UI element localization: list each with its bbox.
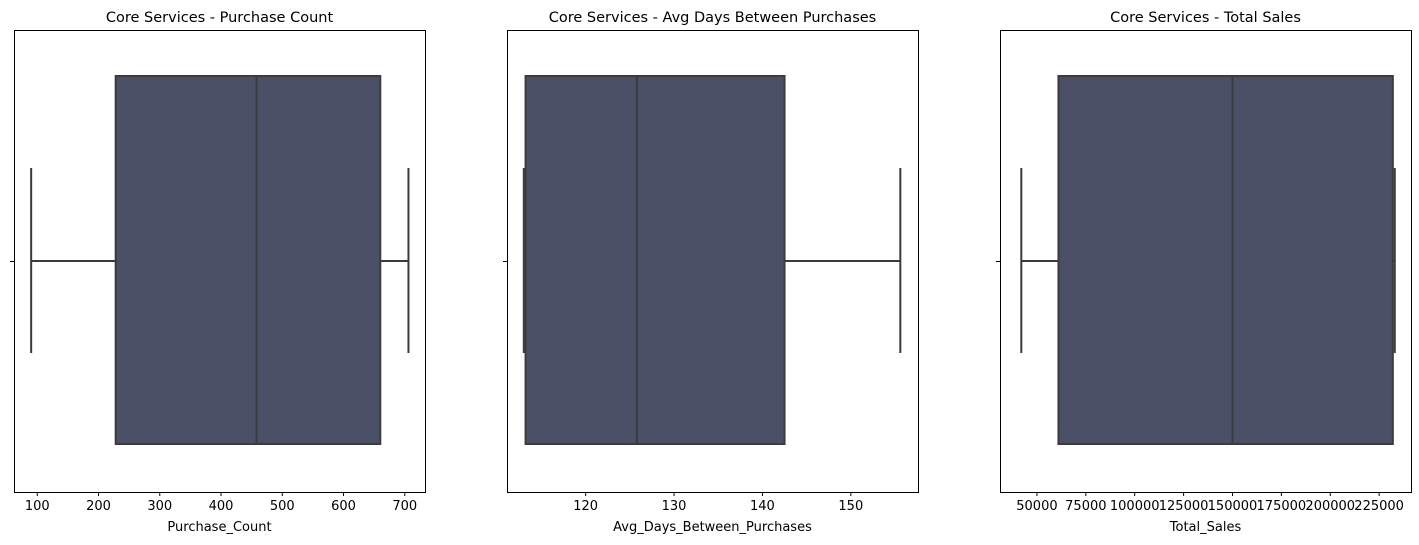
x-tick-label: 130 xyxy=(662,499,687,514)
x-tick-label: 50000 xyxy=(1016,499,1057,514)
x-tick-label: 200000 xyxy=(1305,499,1355,514)
x-tick-label: 150000 xyxy=(1208,499,1258,514)
x-tick-label: 500 xyxy=(270,499,295,514)
box-iqr xyxy=(524,75,786,445)
x-tick-label: 225000 xyxy=(1354,499,1404,514)
subplot-1: Core Services - Purchase Count 100 200 300 4… xyxy=(10,10,426,535)
subplot-title: Core Services - Total Sales xyxy=(1110,10,1301,26)
x-tick-label: 150 xyxy=(838,499,863,514)
subplot-title: Core Services - Avg Days Between Purchas… xyxy=(549,10,876,26)
x-tick-label: 100000 xyxy=(1110,499,1160,514)
x-axis-label: Total_Sales xyxy=(1169,520,1242,535)
x-tick-label: 200 xyxy=(86,499,111,514)
subplot-2: Core Services - Avg Days Between Purchas… xyxy=(503,10,919,535)
x-axis-label: Purchase_Count xyxy=(167,520,271,535)
x-tick-label: 120 xyxy=(573,499,598,514)
x-axis-label: Avg_Days_Between_Purchases xyxy=(613,520,812,535)
x-tick-label: 700 xyxy=(392,499,417,514)
x-tick-label: 300 xyxy=(147,499,172,514)
subplot-3: Core Services - Total Sales 50000 75000 100… xyxy=(996,10,1412,535)
axes-frame xyxy=(507,30,919,493)
box-iqr xyxy=(1057,75,1394,445)
axes-frame xyxy=(14,30,426,493)
x-tick-label: 400 xyxy=(209,499,234,514)
x-tick-label: 600 xyxy=(331,499,356,514)
x-tick-label: 175000 xyxy=(1257,499,1307,514)
x-tick-label: 75000 xyxy=(1065,499,1106,514)
x-tick-label: 100 xyxy=(25,499,50,514)
subplot-title: Core Services - Purchase Count xyxy=(106,10,334,26)
box-iqr xyxy=(114,75,382,445)
axes-frame xyxy=(1000,30,1412,493)
x-tick-label: 140 xyxy=(750,499,775,514)
x-tick-label: 125000 xyxy=(1159,499,1209,514)
